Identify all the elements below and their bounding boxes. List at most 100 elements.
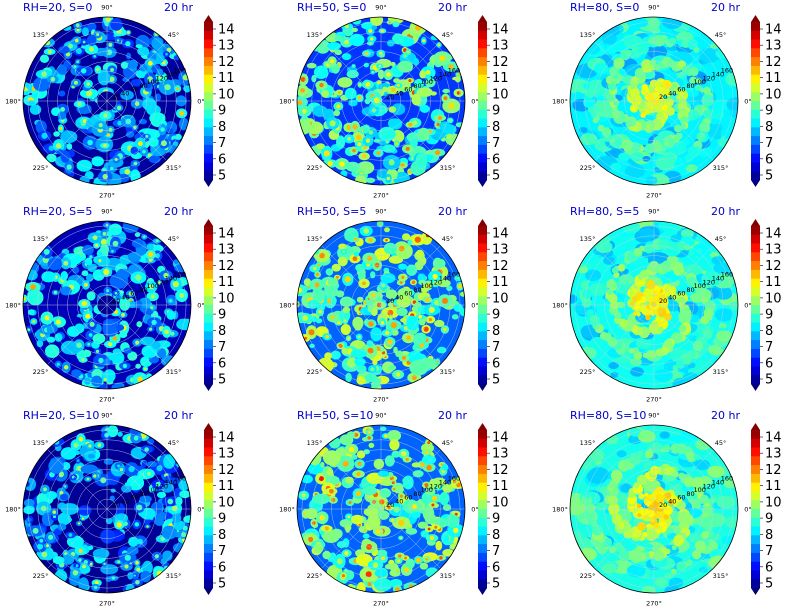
field-cell-core — [399, 281, 403, 284]
field-cell-core — [78, 436, 84, 442]
colorbar-tick-label: 14 — [218, 227, 235, 242]
field-cell-core — [371, 108, 377, 113]
colorbar-tick-label: 9 — [765, 308, 773, 323]
field-cell-core — [458, 284, 463, 289]
radial-tick-label: 160 — [448, 271, 460, 279]
colorbar-segment — [478, 544, 487, 554]
field-cell-core — [406, 335, 411, 341]
field-cell-core — [388, 159, 395, 166]
colorbar-tick-label: 11 — [492, 275, 509, 290]
field-cell-core — [40, 505, 47, 512]
field-cell — [405, 558, 415, 569]
field-cell — [409, 138, 418, 148]
angle-tick-label: 315° — [440, 368, 456, 376]
angle-tick-label: 90° — [101, 208, 113, 216]
field-cell-core — [323, 150, 330, 157]
colorbar-segment — [204, 561, 213, 571]
field-cell-core — [37, 543, 44, 550]
field-cell — [398, 263, 408, 270]
colorbar-tick-label: 7 — [765, 544, 773, 559]
colorbar-segment — [204, 340, 213, 350]
field-cell-core — [82, 40, 86, 44]
angle-tick-label: 315° — [166, 368, 182, 376]
field-cell-core — [312, 521, 316, 525]
colorbar-segment — [751, 39, 760, 49]
polar-frame — [22, 220, 192, 390]
core-cell — [636, 312, 641, 317]
colorbar-segment — [478, 465, 487, 475]
field-cell — [63, 60, 71, 67]
field-cell-core — [134, 522, 140, 527]
field-cell — [387, 365, 397, 371]
colorbar-segment — [478, 109, 487, 119]
angular-gridline — [47, 245, 108, 306]
core-cell — [643, 288, 654, 298]
field-cell — [337, 77, 353, 88]
field-cell — [353, 251, 359, 257]
field-cell-core — [43, 248, 50, 255]
angle-tick-label: 90° — [648, 412, 660, 420]
field-cell — [41, 271, 56, 283]
angle-tick-label: 225° — [307, 572, 323, 580]
field-cell — [344, 87, 357, 100]
colorbar-tick-label: 9 — [218, 308, 226, 323]
colorbar-tick-label: 5 — [218, 373, 226, 388]
field-cell-core — [389, 316, 393, 319]
field-cell-core — [150, 294, 155, 299]
colorbar-tick-label: 5 — [492, 577, 500, 592]
colorbar-segment — [751, 278, 760, 288]
field-cell-core — [401, 275, 405, 279]
field-cell — [379, 53, 385, 58]
field-cell — [102, 320, 119, 337]
field-cell-core — [92, 235, 98, 241]
angle-tick-label: 270° — [646, 396, 662, 404]
colorbar-segment — [204, 144, 213, 155]
colorbar-segment — [204, 65, 213, 76]
colorbar-segment — [204, 544, 213, 554]
angular-gridline — [380, 100, 441, 161]
field-cell-core — [319, 82, 324, 88]
field-cell-core — [312, 266, 317, 271]
field-cell-core — [172, 281, 179, 288]
colorbar-tick-label: 9 — [492, 104, 500, 119]
field-cell — [35, 120, 47, 134]
field-cell-core — [63, 485, 67, 488]
field-cell-core — [100, 238, 107, 246]
field-cell — [421, 455, 437, 465]
field-cell-core — [428, 306, 435, 313]
field-cell — [315, 143, 326, 150]
colorbar-tick-label: 13 — [765, 39, 782, 54]
field-patch — [650, 27, 661, 34]
field-cell — [342, 306, 351, 314]
panel-title-left: RH=50, S=10 — [297, 409, 373, 422]
field-patch — [713, 262, 731, 275]
field-cell-core — [55, 319, 62, 325]
field-cell-core — [98, 357, 104, 364]
colorbar-segment — [204, 535, 213, 545]
field-cell — [118, 332, 128, 338]
field-cell-core — [382, 86, 388, 93]
colorbar-tick-label: 11 — [218, 71, 235, 86]
field-cell — [402, 233, 411, 241]
colorbar-segment — [751, 30, 760, 40]
field-cell — [91, 341, 100, 349]
field-cells — [297, 221, 465, 389]
field-cell-core — [110, 166, 114, 171]
colorbar-segment — [751, 101, 760, 111]
angle-tick-label: 270° — [99, 396, 115, 404]
field-cell-core — [385, 239, 388, 242]
angle-tick-label: 270° — [99, 192, 115, 200]
colorbar-segment — [751, 74, 760, 84]
colorbar-tick-label: 11 — [492, 479, 509, 494]
field-cell — [177, 318, 187, 327]
colorbar-segment — [204, 48, 213, 58]
field-cell — [395, 350, 403, 358]
radial-tick-label: 160 — [174, 271, 186, 279]
core-cell — [630, 88, 640, 98]
field-cell — [439, 520, 446, 525]
colorbar-segment — [478, 305, 487, 315]
colorbar-tick-label: 14 — [765, 431, 782, 446]
polar-panel: 20 40 60 8010012014016090°45°0°315°270°225°… — [279, 409, 479, 608]
